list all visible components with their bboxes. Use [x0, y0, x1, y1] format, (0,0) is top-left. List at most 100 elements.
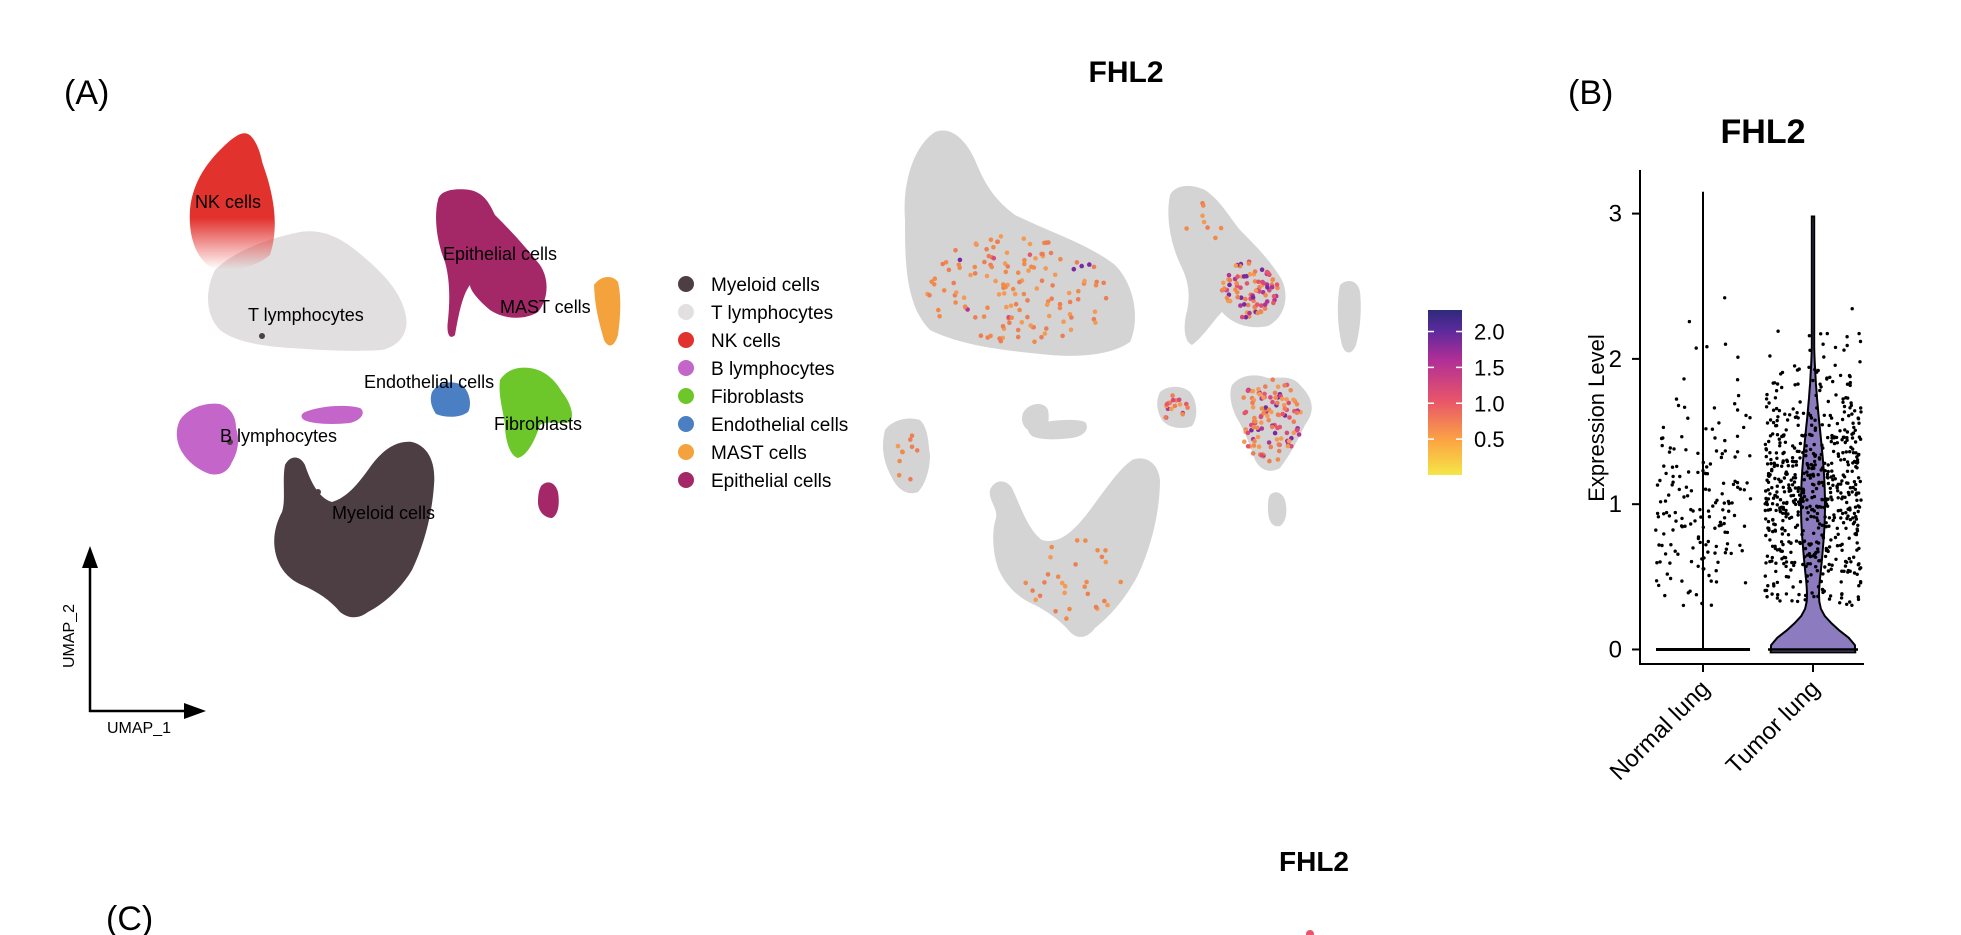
- feature-point: [1276, 448, 1282, 454]
- feature-point: [1276, 442, 1282, 447]
- feature-point: [1257, 289, 1262, 294]
- violin-point: [1805, 461, 1809, 466]
- violin-point: [1723, 438, 1727, 443]
- feature-point: [1025, 314, 1030, 320]
- feature-point: [1268, 444, 1274, 450]
- violin-point: [1845, 469, 1850, 473]
- umap-cluster-plot: [176, 133, 621, 618]
- violin-point: [1800, 532, 1804, 537]
- violin-point: [1784, 508, 1788, 513]
- violin-point: [1816, 550, 1820, 554]
- violin-point: [1849, 445, 1853, 449]
- violin-point: [1790, 483, 1795, 487]
- violin-point: [1832, 513, 1836, 517]
- feature-point: [953, 248, 958, 253]
- feature-point: [1259, 453, 1264, 458]
- violin-point: [1764, 533, 1768, 538]
- feature-point: [1087, 262, 1092, 267]
- feature-point: [1059, 580, 1065, 586]
- feature-expression-points: [895, 201, 1303, 621]
- cluster-speck: [259, 333, 265, 339]
- violin-jitter-points: [1654, 296, 1863, 608]
- violin-point: [1811, 474, 1816, 478]
- violin-point: [1796, 423, 1800, 427]
- violin-point: [1801, 434, 1805, 438]
- violin-point: [1659, 436, 1664, 441]
- violin-point: [1816, 526, 1821, 530]
- violin-point: [1854, 451, 1858, 455]
- feature-point: [1045, 572, 1051, 577]
- violin-point: [1784, 574, 1789, 579]
- violin-point: [1705, 345, 1709, 349]
- legend-swatch: [678, 416, 694, 432]
- feature-point: [1017, 279, 1022, 285]
- violin-point: [1827, 524, 1831, 528]
- violin-point: [1764, 561, 1768, 565]
- violin-point: [1795, 368, 1800, 372]
- violin-point: [1670, 465, 1675, 469]
- feature-point: [991, 244, 996, 250]
- violin-point: [1808, 476, 1813, 480]
- violin-point: [1732, 513, 1737, 518]
- violin-point: [1774, 508, 1778, 513]
- violin-point: [1836, 496, 1840, 500]
- colorbar-tick-label: 0.5: [1474, 427, 1505, 452]
- violin-point: [1661, 425, 1666, 430]
- feature-point: [1256, 387, 1261, 392]
- violin-point: [1848, 450, 1852, 454]
- violin-point: [1853, 428, 1858, 432]
- violin-point: [1742, 425, 1746, 430]
- cluster-fibroblasts: [499, 367, 573, 458]
- feature-point: [1274, 437, 1280, 442]
- feature-point: [973, 315, 978, 320]
- feature-point: [1259, 267, 1265, 273]
- cluster-label-nk: NK cells: [195, 192, 261, 212]
- feature-point: [1046, 313, 1052, 319]
- feature-point: [1003, 284, 1008, 290]
- violin-point: [1850, 603, 1854, 607]
- violin-point: [1823, 565, 1827, 569]
- violin-point: [1770, 555, 1775, 560]
- violin-point: [1684, 485, 1689, 489]
- violin-point: [1816, 368, 1820, 373]
- violin-point: [1840, 542, 1844, 546]
- violin-point: [1811, 554, 1815, 558]
- violin-point: [1722, 516, 1727, 520]
- violin-point: [1713, 551, 1717, 555]
- feature-point: [1284, 430, 1290, 436]
- violin-point: [1704, 427, 1708, 431]
- violin-point: [1768, 418, 1773, 422]
- legend-label: Myeloid cells: [711, 275, 820, 296]
- violin-point: [1777, 547, 1782, 551]
- feature-point: [982, 259, 987, 265]
- feature-point: [1058, 256, 1063, 262]
- violin-point: [1660, 443, 1664, 448]
- violin-point: [1813, 555, 1818, 559]
- violin-point: [1766, 584, 1770, 588]
- feature-point: [909, 444, 915, 450]
- feature-point: [1251, 424, 1256, 430]
- violin-point: [1835, 526, 1840, 530]
- violin-point: [1796, 382, 1800, 386]
- feature-point: [1275, 457, 1281, 462]
- feature-region-myeloid: [989, 458, 1160, 637]
- violin-point: [1847, 414, 1851, 418]
- violin-point: [1802, 539, 1807, 543]
- violin-point: [1671, 528, 1675, 532]
- violin-point: [1796, 500, 1801, 504]
- feature-point: [1244, 281, 1250, 286]
- feature-point: [1261, 395, 1266, 400]
- violin-point: [1783, 528, 1787, 533]
- violin-point: [1835, 486, 1839, 490]
- feature-point: [1025, 298, 1030, 303]
- violin-point: [1856, 504, 1860, 508]
- violin-point: [1765, 478, 1769, 482]
- feature-point: [1261, 280, 1266, 286]
- violin-point: [1797, 449, 1801, 454]
- violin-point: [1817, 480, 1821, 484]
- feature-point: [1227, 282, 1232, 288]
- violin-point: [1831, 483, 1835, 487]
- violin-point: [1781, 518, 1785, 523]
- violin-point: [1825, 472, 1830, 477]
- violin-point: [1680, 516, 1684, 521]
